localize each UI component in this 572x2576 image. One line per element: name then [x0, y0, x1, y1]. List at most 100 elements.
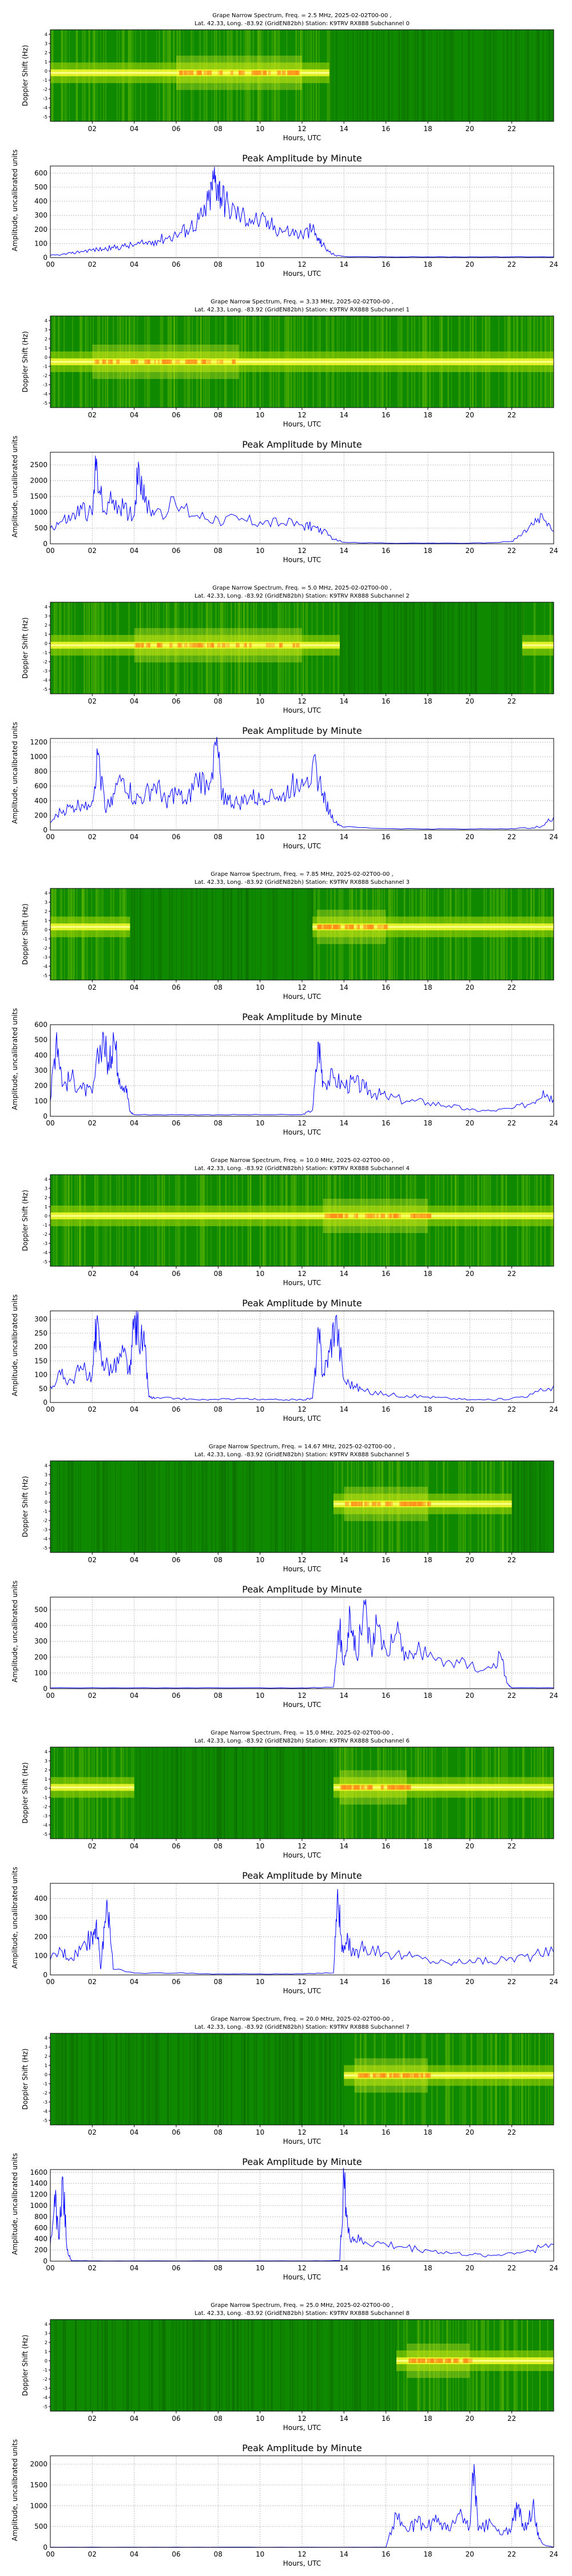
spectrogram-xtick-label: 06: [172, 1270, 180, 1278]
amplitude-ytick-label: 500: [34, 183, 47, 191]
spectrogram-texture: [423, 30, 424, 121]
spectrogram-texture: [310, 2320, 312, 2411]
peak-hotspot: [217, 643, 221, 648]
spectrogram-texture: [115, 1461, 116, 1552]
spectrogram-texture: [102, 1461, 105, 1552]
spectrogram-texture: [228, 888, 229, 980]
spectrogram-texture: [54, 2320, 56, 2411]
spectrogram-texture: [383, 30, 384, 121]
spectrogram-ytick-label: -4: [43, 392, 47, 397]
spectrogram-texture: [199, 2033, 201, 2125]
spectrogram-texture: [422, 30, 423, 121]
spectrogram-texture: [148, 2033, 150, 2125]
spectrogram-texture: [62, 2320, 63, 2411]
spectrogram-ytick-label: 4: [45, 32, 47, 37]
spectrogram-texture: [221, 1747, 223, 1839]
peak-hotspot: [161, 359, 166, 364]
spectrogram-texture: [221, 2320, 222, 2411]
spectrogram-texture: [275, 888, 276, 980]
spectrogram-ytick-label: -3: [43, 955, 47, 960]
amplitude-xtick-label: 22: [507, 1119, 516, 1127]
spectrogram-texture: [328, 1747, 330, 1839]
spectrogram-xlabel: Hours, UTC: [283, 993, 321, 1001]
spectrogram-texture: [513, 1461, 514, 1552]
spectrogram-texture: [90, 2033, 92, 2125]
spectrogram-texture: [156, 2033, 158, 2125]
amplitude-ytick-label: 1000: [30, 2202, 47, 2210]
spectrogram-ytick-label: -2: [43, 946, 47, 951]
spectrogram-ylabel: Doppler Shift (Hz): [21, 1190, 29, 1251]
amplitude-title: Peak Amplitude by Minute: [242, 2156, 362, 2167]
peak-hotspot: [360, 1785, 364, 1790]
peak-hotspot: [419, 2073, 423, 2078]
spectrogram-texture: [202, 1461, 204, 1552]
spectrogram-subtitle: Lat. 42.33, Long. -83.92 (GridEN82bh) St…: [194, 21, 410, 27]
peak-hotspot: [192, 643, 197, 648]
spectrogram-texture: [70, 1461, 72, 1552]
spectrogram-xtick-label: 20: [466, 2415, 474, 2423]
spectrogram-texture: [281, 1461, 283, 1552]
spectrogram-texture: [378, 602, 380, 694]
peak-hotspot: [421, 2073, 423, 2078]
spectrogram-texture: [172, 2320, 174, 2411]
spectrogram-xtick-label: 06: [172, 1842, 180, 1850]
amplitude-xtick-label: 00: [46, 2550, 54, 2558]
spectrogram-xtick-label: 08: [214, 411, 223, 419]
peak-hotspot: [138, 643, 141, 648]
spectrogram-texture: [262, 2320, 264, 2411]
peak-hotspot: [334, 1214, 336, 1218]
spectrogram-texture: [148, 1747, 149, 1839]
amplitude-xtick-label: 04: [130, 547, 138, 555]
spectrogram-texture: [303, 1461, 305, 1552]
spectrogram-texture: [241, 2033, 243, 2125]
spectrogram-texture: [72, 2033, 73, 2125]
spectrogram-texture: [293, 1461, 295, 1552]
spectrogram-texture: [244, 2033, 245, 2125]
amplitude-xlabel: Hours, UTC: [283, 270, 321, 278]
peak-hotspot: [216, 359, 220, 364]
amplitude-panel: Peak Amplitude by Minute 0 50 100 150 200 250 3…: [11, 1294, 558, 1423]
peak-hotspot: [206, 359, 212, 364]
amplitude-ytick-label: 50: [39, 1385, 47, 1393]
spectrogram-texture: [368, 602, 370, 694]
amplitude-xtick-label: 02: [88, 2264, 97, 2272]
spectrogram-texture: [291, 1461, 292, 1552]
peak-hotspot: [356, 1214, 359, 1218]
spectrogram-texture: [167, 2033, 169, 2125]
amplitude-frame: [50, 2169, 554, 2262]
spectrogram-texture: [126, 2320, 129, 2411]
spectrogram-texture: [405, 602, 406, 694]
spectrogram-texture: [371, 602, 373, 694]
spectrogram-texture: [465, 602, 467, 694]
spectrogram-texture: [428, 30, 430, 121]
peak-hotspot: [357, 924, 360, 930]
spectrogram-texture: [421, 30, 423, 121]
spectrogram-texture: [177, 1747, 178, 1839]
spectrogram-texture: [131, 1461, 132, 1552]
amplitude-xtick-label: 24: [549, 1692, 558, 1700]
peak-hotspot: [376, 1502, 380, 1507]
peak-hotspot: [254, 70, 258, 76]
amplitude-ytick-label: 500: [34, 2523, 47, 2531]
spectrogram-xlabel: Hours, UTC: [283, 134, 321, 142]
spectrogram-texture: [336, 30, 337, 121]
spectrogram-xtick-label: 16: [382, 411, 390, 419]
spectrogram-texture: [339, 2320, 340, 2411]
spectrogram-texture: [190, 2033, 192, 2125]
spectrogram-texture: [181, 1461, 182, 1552]
spectrogram-texture: [421, 602, 423, 694]
spectrogram-texture: [57, 1461, 58, 1552]
spectrogram-texture: [325, 2033, 327, 2125]
spectrogram-texture: [434, 602, 435, 694]
spectrogram-texture: [226, 2033, 228, 2125]
spectrogram-ytick-label: -2: [43, 1232, 47, 1237]
peak-hotspot: [133, 359, 136, 364]
spectrogram-texture: [258, 1747, 260, 1839]
peak-hotspot: [189, 70, 194, 76]
amplitude-xtick-label: 10: [256, 547, 264, 555]
spectrogram-texture: [73, 2033, 74, 2125]
peak-hotspot: [413, 1214, 419, 1218]
peak-hotspot: [280, 643, 283, 648]
spectrogram-texture: [104, 2320, 106, 2411]
spectrogram-xlabel: Hours, UTC: [283, 2138, 321, 2146]
